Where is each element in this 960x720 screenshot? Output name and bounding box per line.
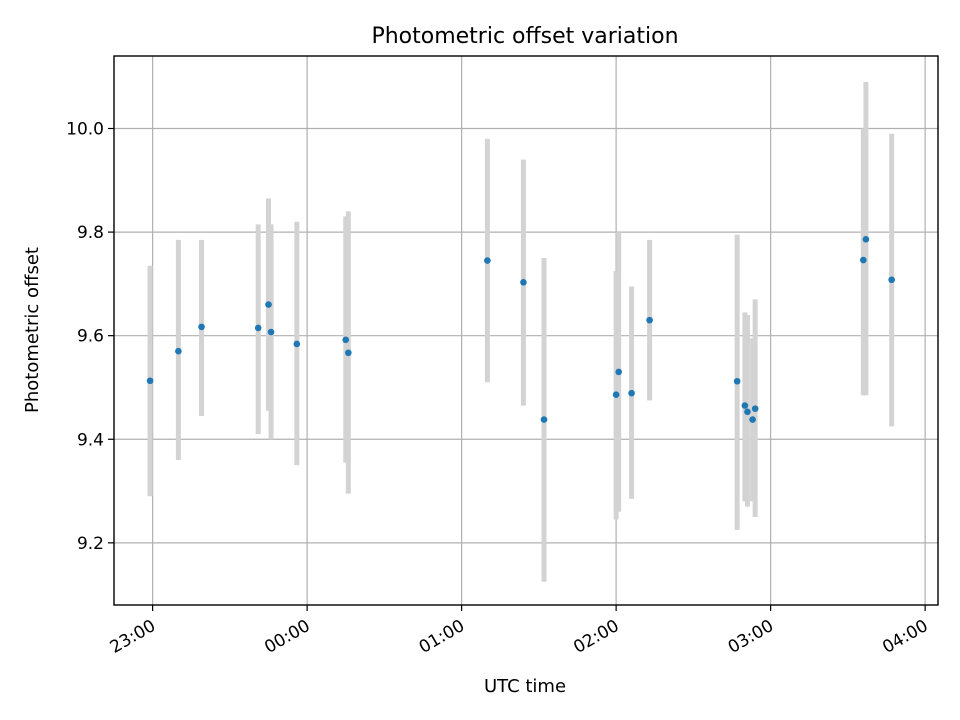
data-point — [751, 405, 759, 413]
data-point — [267, 328, 275, 336]
data-point — [615, 368, 622, 376]
data-point — [749, 416, 756, 423]
data-point — [175, 347, 182, 355]
data-point — [520, 279, 527, 286]
data-point — [862, 236, 870, 243]
data-point — [860, 256, 867, 264]
data-point — [345, 349, 352, 357]
plot-frame — [113, 55, 939, 606]
x-axis: 23:00 00:00 01:00 02:00 03:00 04:00 — [107, 605, 932, 658]
x-tick-label: 23:00 — [107, 616, 159, 658]
data-point — [293, 340, 301, 348]
data-point — [198, 323, 205, 331]
data-point — [540, 416, 548, 423]
data-point — [744, 408, 751, 416]
y-axis: 9.2 9.4 9.6 9.8 10.0 — [66, 120, 114, 554]
y-tick-label: 10.0 — [66, 120, 104, 140]
x-tick-label: 02:00 — [570, 616, 622, 658]
y-tick-label: 9.6 — [77, 327, 104, 347]
x-axis-label: UTC time — [484, 676, 566, 697]
x-tick-label: 01:00 — [416, 616, 468, 658]
data-point — [484, 257, 491, 264]
data-point — [733, 377, 741, 385]
y-axis-label: Photometric offset — [22, 247, 43, 413]
x-tick-label: 04:00 — [879, 616, 931, 658]
data-point — [254, 324, 262, 332]
y-tick-label: 9.8 — [77, 223, 104, 243]
data-point — [342, 336, 350, 344]
grid — [114, 56, 938, 605]
chart-title: Photometric offset variation — [371, 24, 678, 49]
data-point — [888, 276, 895, 284]
y-tick-label: 9.4 — [77, 430, 104, 450]
x-tick-label: 03:00 — [725, 616, 777, 658]
data-point — [146, 377, 154, 385]
data-point — [265, 301, 272, 308]
data-point — [741, 402, 749, 409]
x-tick-label: 00:00 — [261, 616, 313, 658]
y-tick-label: 9.2 — [77, 534, 104, 554]
data-point — [612, 391, 620, 399]
error-bars — [147, 81, 895, 582]
data-points — [146, 236, 895, 423]
data-point — [628, 389, 635, 397]
data-point — [646, 316, 653, 324]
